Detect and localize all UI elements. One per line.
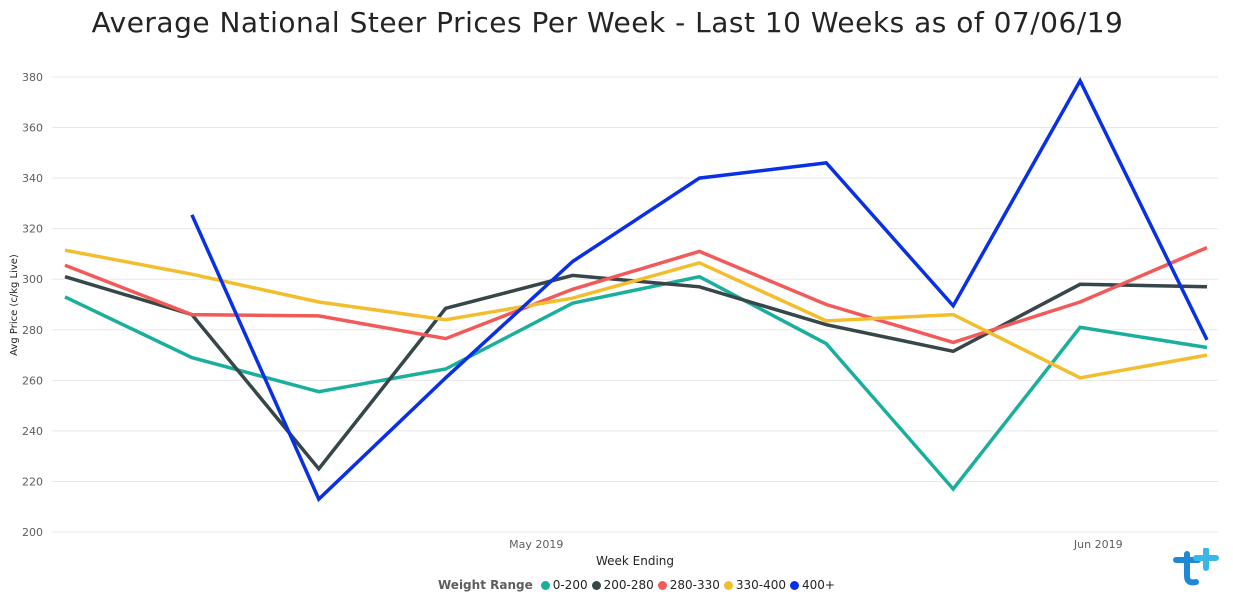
legend-marker bbox=[657, 580, 667, 590]
legend-label: 200-280 bbox=[603, 578, 654, 592]
series-line-280-330[interactable] bbox=[64, 245, 1208, 345]
legend: Weight Range 0-200 200-280 280-330 330-400 4… bbox=[438, 578, 839, 592]
legend-marker bbox=[591, 580, 601, 590]
legend-label: 400+ bbox=[802, 578, 835, 592]
legend-label: 0-200 bbox=[552, 578, 588, 592]
series-line-330-400[interactable] bbox=[64, 248, 1208, 380]
legend-item-200-280[interactable]: 200-280 bbox=[591, 578, 654, 592]
y-tick-label: 340 bbox=[22, 172, 43, 185]
x-axis-title: Week Ending bbox=[596, 554, 674, 568]
x-tick-label: Jun 2019 bbox=[1073, 538, 1123, 551]
legend-item-330-400[interactable]: 330-400 bbox=[723, 578, 787, 592]
legend-item-400plus[interactable]: 400+ bbox=[790, 578, 835, 592]
legend-item-0-200[interactable]: 0-200 bbox=[540, 578, 588, 592]
legend-item-280-330[interactable]: 280-330 bbox=[657, 578, 720, 592]
chart-title: Average National Steer Prices Per Week -… bbox=[91, 6, 1124, 39]
x-axis-ticks: May 2019 Jun 2019 bbox=[509, 538, 1122, 551]
legend-label: 280-330 bbox=[669, 578, 720, 592]
y-tick-label: 320 bbox=[22, 223, 43, 236]
legend-marker bbox=[540, 580, 550, 590]
y-tick-label: 220 bbox=[22, 475, 43, 488]
series-line-400plus[interactable] bbox=[190, 77, 1209, 503]
y-tick-label: 240 bbox=[22, 425, 43, 438]
legend-items: 0-200 200-280 280-330 330-400 400+ bbox=[540, 578, 839, 592]
y-axis-title: Avg Price (c/kg Live) bbox=[9, 254, 20, 356]
y-tick-label: 360 bbox=[22, 122, 43, 135]
tt-logo-icon bbox=[1173, 548, 1219, 586]
series-line-200-280[interactable] bbox=[64, 273, 1208, 472]
legend-marker bbox=[723, 580, 733, 590]
y-tick-label: 260 bbox=[22, 374, 43, 387]
y-axis-ticks: 200 220 240 260 280 300 320 340 360 380 bbox=[22, 71, 43, 539]
legend-marker bbox=[790, 580, 800, 590]
legend-label: 330-400 bbox=[735, 578, 787, 592]
x-tick-label: May 2019 bbox=[509, 538, 563, 551]
series-line-0-200[interactable] bbox=[64, 274, 1208, 492]
y-tick-label: 380 bbox=[22, 71, 43, 84]
series-lines bbox=[64, 77, 1209, 503]
y-tick-label: 200 bbox=[22, 526, 43, 539]
y-tick-label: 280 bbox=[22, 324, 43, 337]
legend-title: Weight Range bbox=[438, 578, 533, 592]
y-tick-label: 300 bbox=[22, 273, 43, 286]
